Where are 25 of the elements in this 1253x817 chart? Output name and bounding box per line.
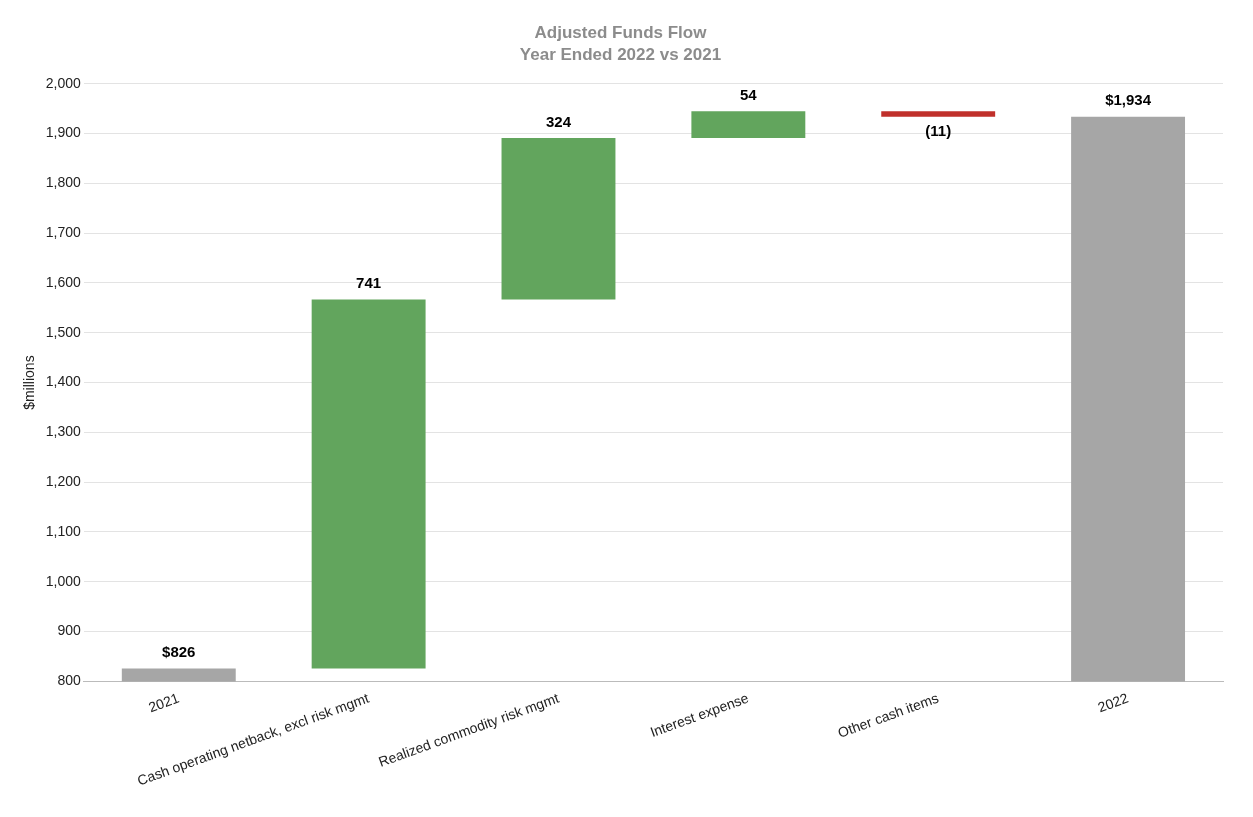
y-tick-label: 1,700 [45, 224, 82, 241]
y-tick-label: 800 [57, 672, 82, 689]
y-tick-label: 1,000 [45, 572, 82, 589]
data-label: 324 [545, 112, 572, 130]
data-label: (11) [925, 122, 952, 140]
y-axis-title: $millions [21, 355, 38, 410]
y-tick-label: 900 [57, 622, 82, 639]
chart-title: Adjusted Funds Flow [534, 22, 708, 42]
data-label: 741 [356, 274, 382, 292]
chart-subtitle: Year Ended 2022 vs 2021 [519, 45, 722, 65]
data-label: 54 [740, 85, 758, 103]
y-tick-label: 1,900 [45, 124, 82, 141]
y-tick-label: 2,000 [45, 74, 82, 91]
x-tick-label: Other cash items [835, 689, 941, 741]
data-label: $826 [162, 643, 196, 661]
y-tick-label: 1,100 [45, 522, 82, 539]
x-tick-label: 2021 [146, 689, 182, 716]
y-tick-label: 1,800 [45, 174, 82, 191]
y-tick-label: 1,400 [45, 373, 82, 390]
y-tick-label: 1,300 [45, 423, 82, 440]
x-tick-label: 2022 [1095, 689, 1131, 716]
y-tick-label: 1,200 [45, 473, 82, 490]
data-label: $1,934 [1105, 91, 1152, 109]
y-tick-label: 1,600 [45, 273, 82, 290]
y-tick-label: 1,500 [45, 323, 82, 340]
